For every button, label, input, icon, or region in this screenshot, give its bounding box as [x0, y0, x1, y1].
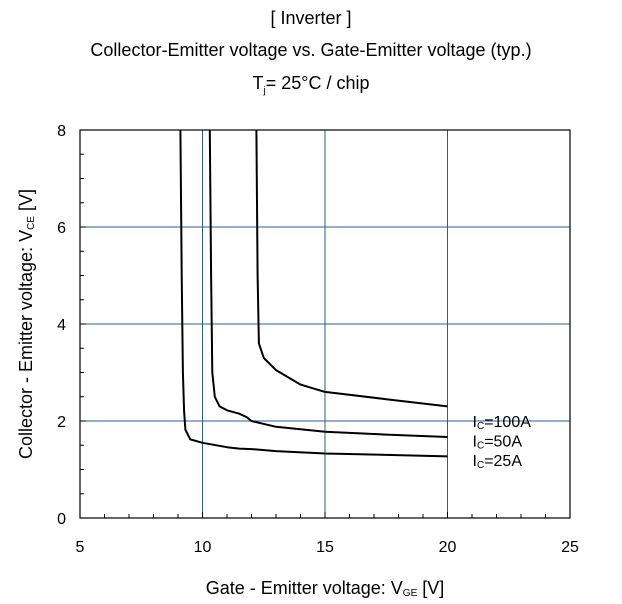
y-tick-label: 8 — [57, 123, 66, 140]
condition-subscript: j — [263, 85, 266, 97]
chart-title: Collector-Emitter voltage vs. Gate-Emitt… — [90, 40, 532, 60]
series-label: IC=100A — [473, 414, 532, 432]
series-line — [255, 129, 448, 408]
x-tick-label: 5 — [76, 539, 85, 556]
chart-condition: Tj= 25°C / chip — [0, 73, 622, 97]
axis-ticks: 5 10 15 20 25 0 2 4 6 8 — [57, 123, 579, 556]
x-tick-label: 25 — [561, 539, 579, 556]
y-tick-label: 6 — [57, 220, 66, 237]
condition-value: = 25°C / chip — [265, 73, 370, 93]
x-axis-label: Gate - Emitter voltage: VGE [V] — [206, 578, 445, 599]
chart-section-title: [ Inverter ] — [270, 8, 352, 28]
series-label: IC=25A — [473, 453, 523, 471]
x-tick-label: 10 — [194, 539, 212, 556]
y-tick-label: 2 — [57, 414, 66, 431]
curves — [179, 129, 448, 458]
y-tick-label: 4 — [57, 317, 66, 334]
y-tick-label: 0 — [57, 511, 66, 528]
series-line — [208, 129, 448, 438]
grid — [80, 130, 570, 518]
x-tick-label: 20 — [439, 539, 457, 556]
condition-symbol: T — [252, 73, 264, 93]
series-label: IC=50A — [473, 433, 523, 451]
y-axis-label: Collector - Emitter voltage: VCE [V] — [16, 189, 37, 459]
series-line — [179, 129, 448, 458]
x-tick-label: 15 — [316, 539, 334, 556]
